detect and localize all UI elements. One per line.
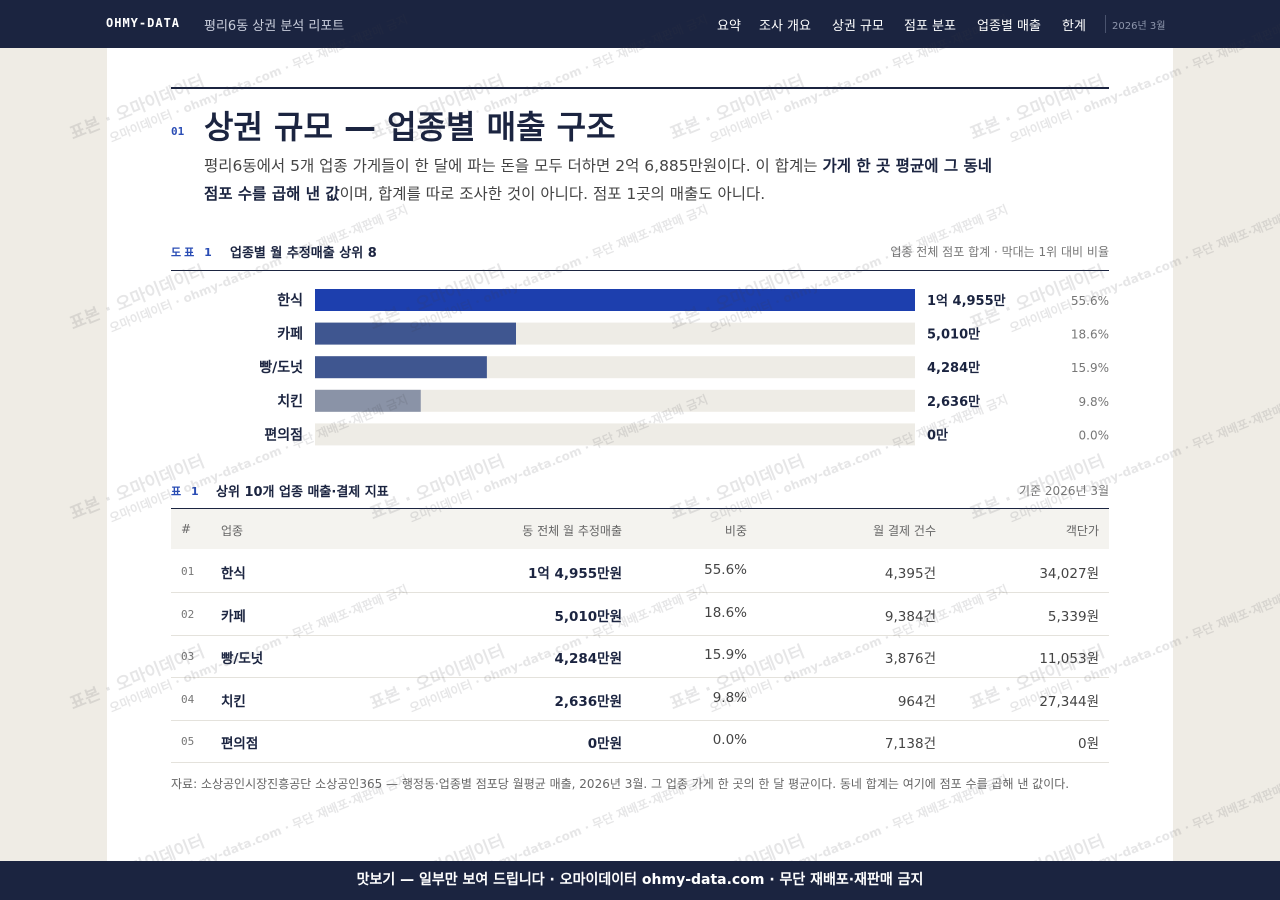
figure-rule — [171, 270, 1109, 271]
value-label: 1억 4,955만 — [927, 293, 1006, 309]
share-label: 0.0% — [1079, 428, 1110, 442]
table-cell: 03 — [181, 650, 195, 664]
category-label: 한식 — [277, 293, 303, 309]
table-cell: 04 — [181, 692, 195, 706]
table-cell: 34,027원 — [1039, 566, 1099, 582]
table-rule — [171, 508, 1109, 509]
section-rule — [171, 87, 1109, 89]
table-cell: 0만원 — [587, 736, 622, 753]
table-cell: 02 — [181, 607, 195, 621]
category-label: 카페 — [277, 327, 303, 343]
share-label: 55.6% — [1071, 294, 1109, 308]
table-cell: 치킨 — [221, 693, 246, 710]
table-header — [171, 509, 1109, 549]
column-header: # — [181, 522, 192, 536]
bar — [315, 322, 517, 345]
figure-label: 도표 1 — [171, 246, 215, 259]
figure-title: 업종별 월 추정매출 상위 8 — [230, 246, 377, 261]
table-cell: 4,284만원 — [554, 651, 622, 668]
row-divider — [171, 762, 1109, 764]
table-label: 표 1 — [171, 485, 202, 498]
value-label: 2,636만 — [927, 394, 980, 410]
table-note: 기준 2026년 3월 — [1019, 484, 1109, 498]
table-cell: 1억 4,955만원 — [527, 566, 622, 582]
nav-item[interactable]: 조사 개요 — [759, 19, 811, 34]
share-label: 15.9% — [1071, 361, 1109, 375]
table-title: 상위 10개 업종 매출·결제 지표 — [216, 485, 389, 500]
column-header: 동 전체 월 추정매출 — [522, 524, 622, 538]
table-cell: 05 — [181, 735, 195, 749]
row-divider — [171, 592, 1109, 593]
lead-text: 평리6동에서 5개 업종 가게들이 한 달에 파는 돈을 모두 더하면 2억 6… — [204, 157, 823, 175]
category-label: 치킨 — [277, 393, 303, 410]
row-divider — [171, 634, 1109, 636]
table-cell: 3,876건 — [884, 651, 936, 668]
nav-item[interactable]: 상권 규모 — [832, 19, 884, 34]
lead-emphasis: 가게 한 곳 평균에 그 동네 점포 수를 곱해 낸 값 — [204, 157, 993, 203]
lead-paragraph: 평리6동에서 5개 업종 가게들이 한 달에 파는 돈을 모두 더하면 2억 6… — [204, 152, 1004, 208]
share-label: 18.6% — [1071, 328, 1109, 342]
source-note: 자료: 소상공인시장진흥공단 소상공인365 — 행정동·업종별 점포당 월평균… — [171, 777, 1070, 791]
bar — [315, 389, 421, 412]
value-label: 0만 — [927, 427, 948, 443]
value-label: 4,284만 — [927, 360, 980, 376]
table-cell: 11,053원 — [1039, 651, 1099, 668]
footer-banner: 맛보기 — 일부만 보여 드립니다 · 오마이데이터 ohmy-data.com… — [0, 861, 1280, 900]
table-cell: 한식 — [221, 566, 246, 582]
table-cell: 편의점 — [221, 736, 259, 753]
category-label: 편의점 — [264, 426, 303, 443]
value-label: 5,010만 — [927, 327, 980, 343]
bar-track — [315, 389, 915, 412]
nav-item[interactable]: 요약 — [717, 19, 741, 34]
section-title: 상권 규모 — 업종별 매출 구조 — [204, 108, 616, 146]
table-cell: 964건 — [897, 693, 936, 710]
row-divider — [171, 719, 1109, 721]
section-number: 01 — [171, 125, 185, 138]
nav-item[interactable]: 한계 — [1062, 19, 1086, 34]
nav-item[interactable]: 점포 분포 — [904, 19, 956, 34]
bar — [315, 356, 487, 379]
table-cell: 55.6% — [704, 562, 747, 578]
brand[interactable]: OHMY-DATA — [106, 16, 181, 30]
nav-date: 2026년 3월 — [1112, 21, 1166, 32]
table-cell: 9.8% — [712, 689, 747, 706]
content-panel — [107, 48, 1173, 861]
nav-item[interactable]: 업종별 매출 — [977, 19, 1041, 34]
table-cell: 18.6% — [704, 604, 747, 621]
table-cell: 15.9% — [704, 647, 747, 664]
nav-subtitle: 평리6동 상권 분석 리포트 — [204, 19, 345, 34]
column-header: 월 결제 건수 — [873, 524, 936, 538]
top-nav: OHMY-DATA 평리6동 상권 분석 리포트 요약 조사 개요 상권 규모 … — [0, 0, 1280, 48]
table-cell: 0.0% — [712, 732, 747, 749]
nav-divider — [1105, 15, 1106, 33]
table-cell: 01 — [181, 565, 195, 578]
column-header: 객단가 — [1065, 524, 1099, 538]
table-cell: 2,636만원 — [554, 693, 622, 710]
share-label: 9.8% — [1079, 395, 1110, 409]
column-header: 업종 — [221, 524, 244, 538]
bar-chart: 한식 1억 4,955만 55.6% 카페 5,010만 18.6% 빵/도넛 4,284만 1… — [259, 289, 1110, 446]
table-cell: 0원 — [1077, 736, 1099, 753]
lead-text: 이며, 합계를 따로 조사한 것이 아니다. 점포 1곳의 매출도 아니다. — [339, 185, 766, 203]
column-header: 비중 — [724, 524, 747, 538]
category-label: 빵/도넛 — [259, 360, 303, 376]
row-divider — [171, 677, 1109, 679]
table-cell: 5,010만원 — [554, 608, 622, 625]
table-cell: 5,339원 — [1047, 608, 1099, 625]
bar — [315, 289, 915, 311]
table-cell: 카페 — [221, 608, 246, 625]
bar-track — [315, 423, 915, 446]
table-cell: 7,138건 — [884, 736, 936, 753]
table-cell: 9,384건 — [884, 608, 936, 625]
table-cell: 27,344원 — [1039, 693, 1099, 710]
table-cell: 4,395건 — [884, 566, 936, 582]
table-cell: 빵/도넛 — [221, 651, 264, 668]
figure-note: 업종 전체 점포 합계 · 막대는 1위 대비 비율 — [890, 245, 1109, 259]
